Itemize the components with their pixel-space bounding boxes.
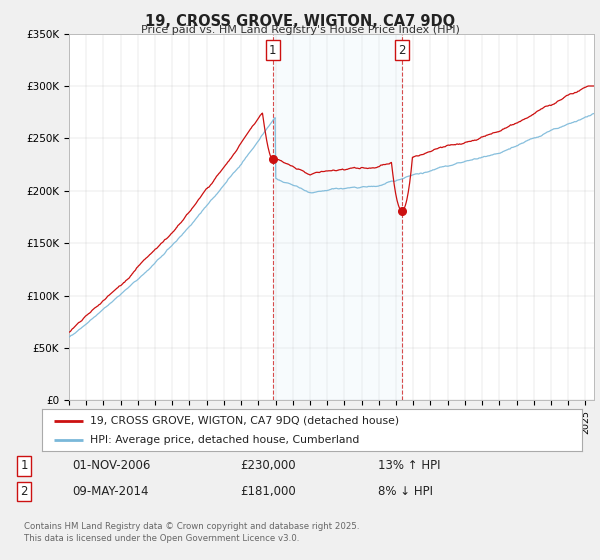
- Text: Contains HM Land Registry data © Crown copyright and database right 2025.
This d: Contains HM Land Registry data © Crown c…: [24, 522, 359, 543]
- Text: 8% ↓ HPI: 8% ↓ HPI: [378, 485, 433, 498]
- Text: 19, CROSS GROVE, WIGTON, CA7 9DQ: 19, CROSS GROVE, WIGTON, CA7 9DQ: [145, 14, 455, 29]
- Text: 13% ↑ HPI: 13% ↑ HPI: [378, 459, 440, 473]
- Text: 01-NOV-2006: 01-NOV-2006: [72, 459, 151, 473]
- Text: £230,000: £230,000: [240, 459, 296, 473]
- Text: 2: 2: [20, 485, 28, 498]
- Text: £181,000: £181,000: [240, 485, 296, 498]
- Text: 2: 2: [398, 44, 406, 57]
- Text: Price paid vs. HM Land Registry's House Price Index (HPI): Price paid vs. HM Land Registry's House …: [140, 25, 460, 35]
- Text: 09-MAY-2014: 09-MAY-2014: [72, 485, 149, 498]
- Text: 19, CROSS GROVE, WIGTON, CA7 9DQ (detached house): 19, CROSS GROVE, WIGTON, CA7 9DQ (detach…: [89, 416, 398, 426]
- Text: 1: 1: [20, 459, 28, 473]
- Text: HPI: Average price, detached house, Cumberland: HPI: Average price, detached house, Cumb…: [89, 435, 359, 445]
- Text: 1: 1: [269, 44, 277, 57]
